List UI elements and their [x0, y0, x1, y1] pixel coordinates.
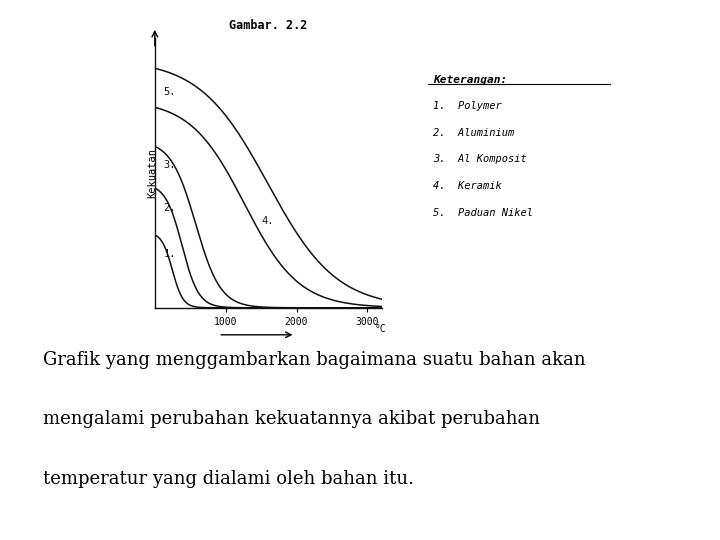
Text: 2.: 2.: [163, 203, 176, 213]
Text: 4.: 4.: [261, 217, 274, 226]
Title: Gambar. 2.2: Gambar. 2.2: [229, 19, 307, 32]
Text: temperatur yang dialami oleh bahan itu.: temperatur yang dialami oleh bahan itu.: [43, 470, 414, 488]
Text: 3.  Al Komposit: 3. Al Komposit: [433, 154, 527, 164]
Y-axis label: Kekuatan: Kekuatan: [147, 148, 157, 198]
Text: 5.  Paduan Nikel: 5. Paduan Nikel: [433, 207, 534, 218]
Text: 1.: 1.: [163, 249, 176, 259]
Text: 3.: 3.: [163, 160, 176, 170]
Text: 5.: 5.: [163, 87, 176, 97]
Text: 1.  Polymer: 1. Polymer: [433, 101, 502, 111]
Text: mengalami perubahan kekuatannya akibat perubahan: mengalami perubahan kekuatannya akibat p…: [43, 410, 540, 428]
Text: Keterangan:: Keterangan:: [433, 75, 508, 85]
Text: °C: °C: [374, 324, 386, 334]
Text: 2.  Aluminium: 2. Aluminium: [433, 127, 515, 138]
Text: Grafik yang menggambarkan bagaimana suatu bahan akan: Grafik yang menggambarkan bagaimana suat…: [43, 351, 586, 369]
Text: 4.  Keramik: 4. Keramik: [433, 181, 502, 191]
